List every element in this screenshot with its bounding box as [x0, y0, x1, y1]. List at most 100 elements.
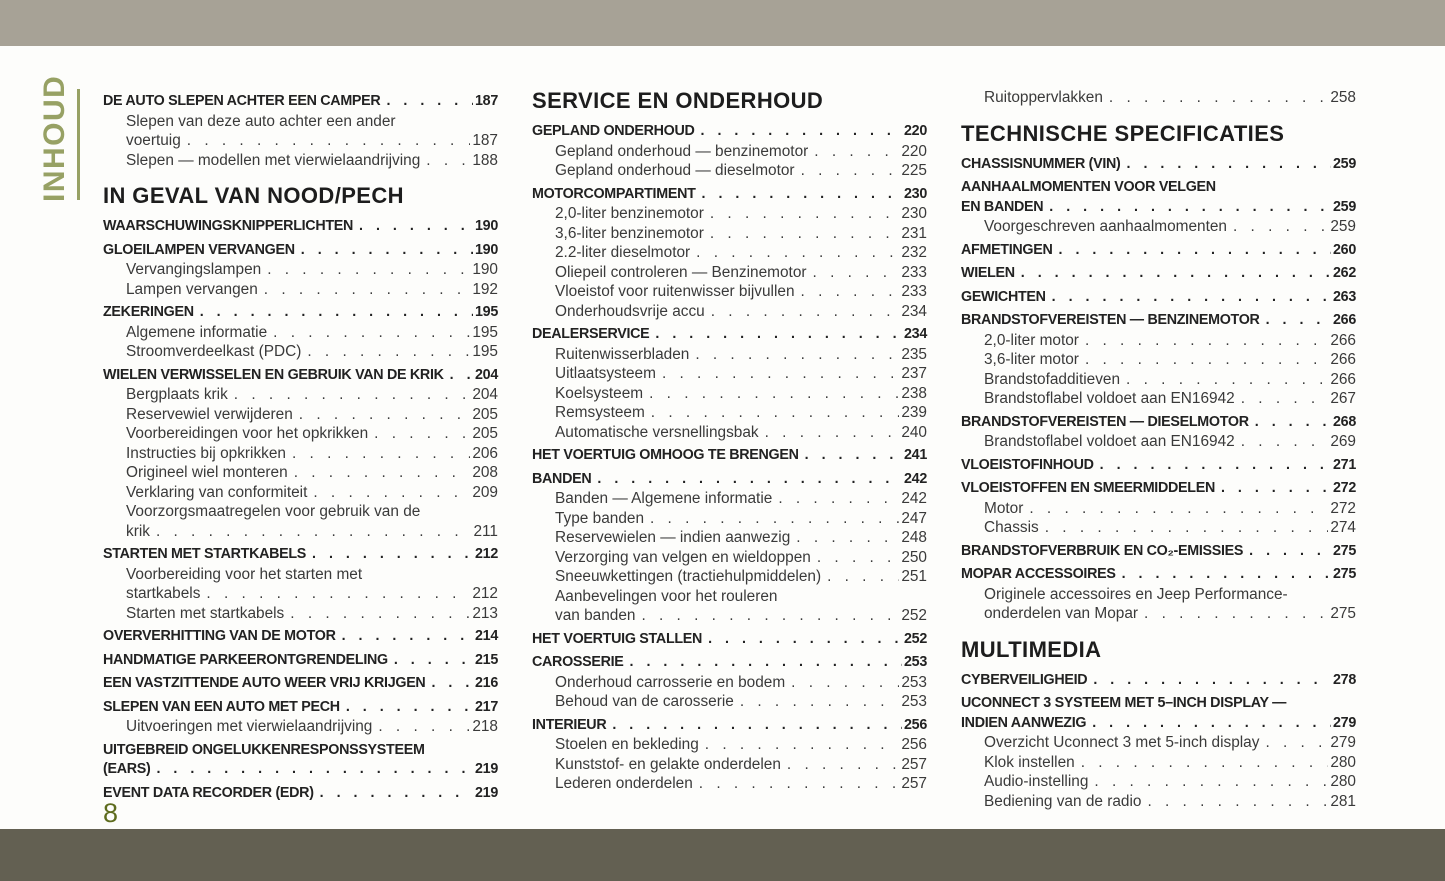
toc-page-number: 267 [1330, 390, 1356, 407]
dot-leader: . . . . . . . . . . . . . . . . . . . . … [233, 386, 471, 403]
toc-entry-label: Ruitenwisserbladen [555, 345, 690, 363]
toc-entry-label: Voorbereiding voor het starten met [126, 565, 363, 583]
dot-leader: . . . . . . . . . . . . . . . . . . . . … [804, 447, 902, 463]
toc-entry-line: EN BANDEN . . . . . . . . . . . . . . . .… [961, 198, 1356, 218]
toc-entry-line: AFMETINGEN . . . . . . . . . . . . . . . … [961, 241, 1356, 261]
toc-entry-line: Slepen van deze auto achter een ander [126, 112, 498, 132]
dot-leader: . . . . . . . . . . . . . . . . . . . . … [1051, 288, 1332, 305]
toc-entry-line: BRANDSTOFVERBRUIK EN CO₂-EMISSIES . . . .… [961, 542, 1356, 562]
toc-page-number: 216 [475, 675, 498, 691]
toc-page-number: 187 [475, 93, 498, 109]
toc-page-number: 205 [472, 425, 498, 442]
dot-leader: . . . . . . . . . . . . . . . . . . . . … [1254, 413, 1332, 430]
toc-entry-label: UITGEBREID ONGELUKKENRESPONSSYSTEEM [103, 741, 425, 758]
dot-leader: . . . . . . . . . . . . . . . . . . . . … [1084, 351, 1328, 368]
toc-entry-line: Automatische versnellingsbak . . . . . . … [555, 423, 927, 443]
toc-entry: Voorgeschreven aanhaalmomenten . . . . . … [961, 217, 1356, 237]
toc-entry-label: krik [126, 522, 150, 540]
toc-entry-line: Overzicht Uconnect 3 met 5-inch display.… [984, 733, 1356, 753]
toc-entry-label: Bediening van de radio [984, 792, 1142, 810]
dot-leader: . . . . . . . . . . . . . . . . . . . . … [290, 604, 470, 622]
toc-entry-label: Voorgeschreven aanhaalmomenten [984, 218, 1227, 235]
toc-entry-label: CAROSSERIE [532, 654, 624, 670]
toc-entry-label: voertuig [126, 132, 181, 149]
dot-leader: . . . . . . . . . . . . . . . . . . . . … [312, 546, 474, 562]
toc-entry: Ruitoppervlakken . . . . . . . . . . . . … [961, 88, 1356, 108]
dot-leader: . . . . . . . . . . . . . . . . . . . . … [1147, 792, 1328, 810]
toc-page-number: 230 [901, 205, 927, 222]
toc-entry-line: van banden . . . . . . . . . . . . . . . … [555, 606, 927, 626]
toc-entry: GEWICHTEN . . . . . . . . . . . . . . . .… [961, 288, 1356, 308]
toc-entry: Remsysteem . . . . . . . . . . . . . . . … [532, 403, 927, 423]
toc-page-number: 247 [901, 509, 927, 527]
toc-entry-label: 2.2-liter dieselmotor [555, 244, 691, 261]
toc-entry: WAARSCHUWINGSKNIPPERLICHTEN . . . . . . .… [103, 217, 498, 237]
toc-entry-label: WAARSCHUWINGSKNIPPERLICHTEN [103, 218, 354, 234]
toc-entry-label: INDIEN AANWEZIG [961, 714, 1087, 731]
dot-leader: . . . . . . . . . . . . . . . . . . . . … [1126, 370, 1328, 388]
toc-entry-label: Motor [984, 499, 1024, 517]
toc-page-number: 279 [1333, 714, 1356, 731]
toc-entry: Brandstofadditieven . . . . . . . . . . .… [961, 370, 1356, 390]
toc-page-number: 219 [475, 784, 498, 801]
toc-page-number: 281 [1330, 792, 1356, 810]
dot-leader: . . . . . . . . . . . . . . . . . . . . … [739, 693, 899, 710]
toc-entry: Motor . . . . . . . . . . . . . . . . . .… [961, 499, 1356, 519]
dot-leader: . . . . . . . . . . . . . . . . . . . . … [800, 283, 900, 300]
dot-leader: . . . . . . . . . . . . . . . . . . . . … [709, 205, 899, 222]
toc-entry: EVENT DATA RECORDER (EDR) . . . . . . . .… [103, 784, 498, 804]
toc-page-number: 234 [901, 302, 927, 320]
toc-page-number: 272 [1333, 480, 1356, 496]
toc-entry-line: Lederen onderdelen . . . . . . . . . . . … [555, 774, 927, 794]
toc-entry-label: Brandstofadditieven [984, 370, 1121, 388]
toc-entry-line: voertuig . . . . . . . . . . . . . . . . … [126, 131, 498, 151]
dot-leader: . . . . . . . . . . . . . . . . . . . . … [778, 490, 899, 507]
toc-page-number: 263 [1333, 288, 1356, 305]
toc-entry-label: Voorbereidingen voor het opkrikken [126, 425, 369, 442]
dot-leader: . . . . . . . . . . . . . . . . . . . . … [1029, 499, 1328, 517]
dot-leader: . . . . . . . . . . . . . . . . . . . . … [597, 470, 902, 487]
toc-page-number: 220 [904, 123, 927, 139]
dot-leader: . . . . . . . . . . . . . . . . . . . . … [273, 323, 470, 341]
toc-entry: WIELEN . . . . . . . . . . . . . . . . . … [961, 264, 1356, 284]
toc-page-number: 195 [472, 323, 498, 341]
toc-page-number: 275 [1333, 566, 1356, 582]
dot-leader: . . . . . . . . . . . . . . . . . . . . … [709, 224, 899, 242]
toc-entry: CYBERVEILIGHEID . . . . . . . . . . . . .… [961, 671, 1356, 691]
toc-entry-label: CYBERVEILIGHEID [961, 671, 1088, 688]
dot-leader: . . . . . . . . . . . . . . . . . . . . … [359, 218, 473, 234]
toc-entry-line: WIELEN VERWISSELEN EN GEBRUIK VAN DE KRI… [103, 366, 498, 386]
toc-entry-line: Uitlaatsysteem . . . . . . . . . . . . . … [555, 364, 927, 384]
toc-page-number: 209 [472, 483, 498, 501]
toc-entry-label: Origineel wiel monteren [126, 464, 288, 481]
toc-entry-label: Instructies bij opkrikken [126, 444, 286, 462]
section-header: SERVICE EN ONDERHOUD [532, 88, 824, 113]
toc-entry-label: Type banden [555, 509, 644, 527]
dot-leader: . . . . . . . . . . . . . . . . . . . . … [704, 736, 900, 753]
dot-leader: . . . . . . . . . . . . . . . . . . . . … [1240, 390, 1329, 407]
toc-entry-label: Oliepeil controleren — Benzinemotor [555, 263, 807, 281]
dot-leader: . . . . . . . . . . . . . . . . . . . . … [649, 384, 899, 402]
toc-page-number: 280 [1330, 773, 1356, 790]
dot-leader: . . . . . . . . . . . . . . . . . . . . … [791, 673, 899, 691]
dot-leader: . . . . . . . . . . . . . . . . . . . . … [263, 280, 471, 298]
toc-entry-line: Klok instellen . . . . . . . . . . . . . … [984, 753, 1356, 773]
dot-leader: . . . . . . . . . . . . . . . . . . . . … [1092, 714, 1331, 731]
toc-entry-label: Vloeistof voor ruitenwisser bijvullen [555, 283, 795, 300]
toc-entry-line: Bergplaats krik . . . . . . . . . . . . .… [126, 385, 498, 405]
toc-entry-label: Lederen onderdelen [555, 775, 693, 792]
toc-entry: SLEPEN VAN EEN AUTO MET PECH . . . . . . … [103, 698, 498, 718]
toc-page-number: 214 [475, 628, 498, 644]
toc-entry: Onderhoudsvrije accu . . . . . . . . . . … [532, 302, 927, 322]
toc-entry-line: DEALERSERVICE . . . . . . . . . . . . . .… [532, 325, 927, 345]
toc-page-number: 259 [1333, 198, 1356, 215]
toc-entry-line: Brandstoflabel voldoet aan EN16942 . . . … [984, 432, 1356, 452]
toc-entry: Banden — Algemene informatie . . . . . . … [532, 489, 927, 509]
toc-page-number: 252 [904, 630, 927, 647]
toc-page-number: 235 [901, 345, 927, 363]
dot-leader: . . . . . . . . . . . . . . . . . . . . … [1094, 773, 1328, 790]
toc-entry: Ruitenwisserbladen . . . . . . . . . . . … [532, 345, 927, 365]
page-number: 8 [103, 798, 119, 828]
toc-entry-line: EEN VASTZITTENDE AUTO WEER VRIJ KRIJGEN.… [103, 674, 498, 694]
dot-leader: . . . . . . . . . . . . . . . . . . . . … [650, 404, 900, 421]
